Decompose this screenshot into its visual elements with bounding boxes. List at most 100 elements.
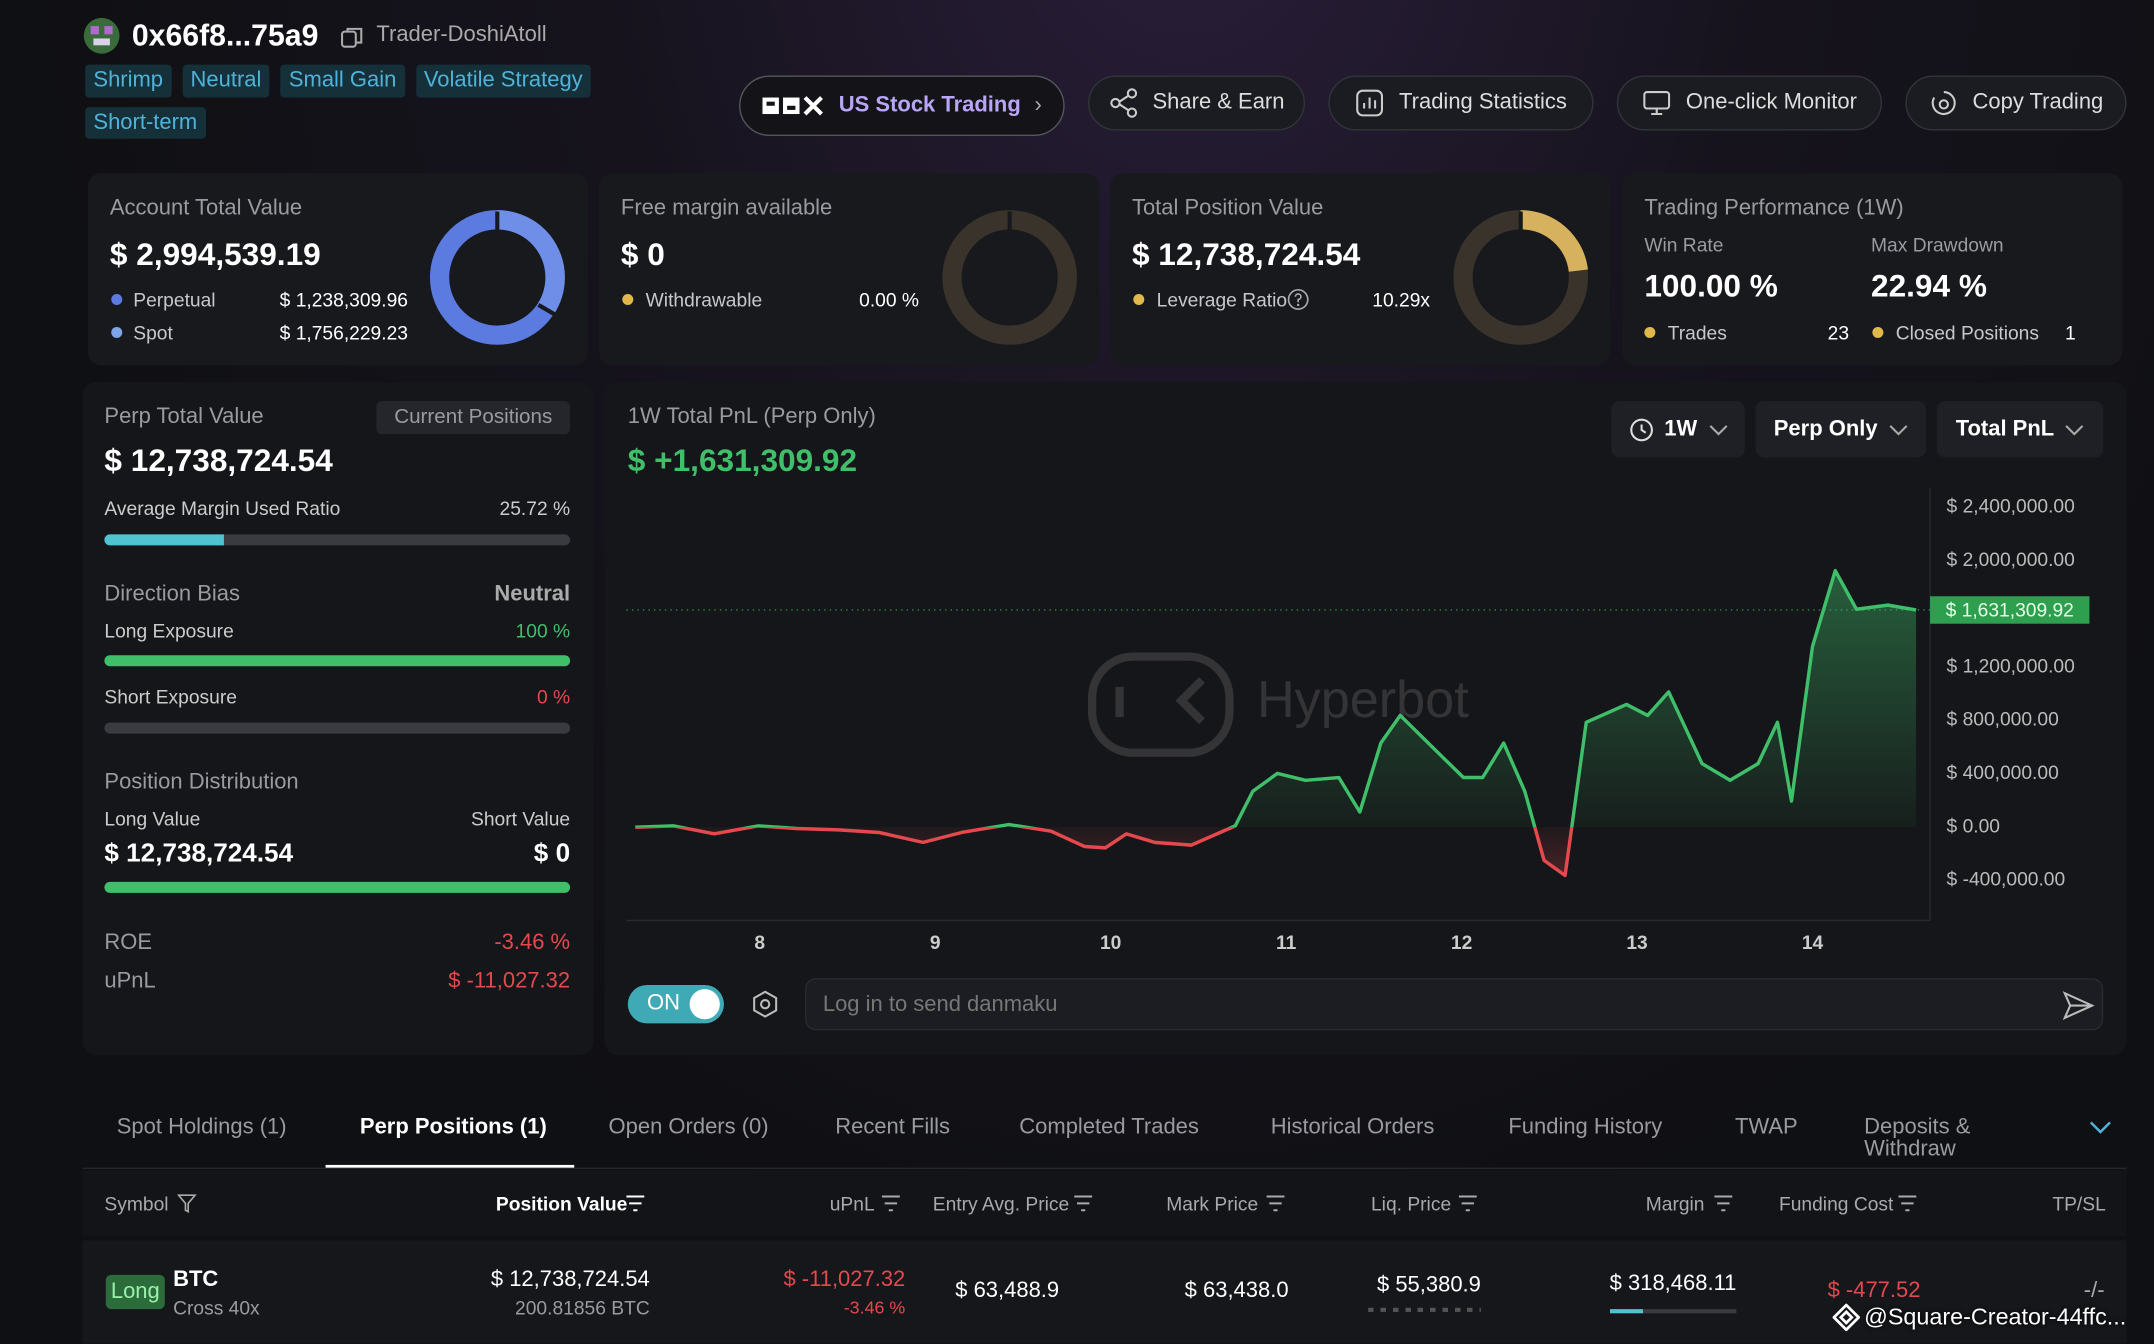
logo <box>761 96 823 116</box>
tab[interactable]: Deposits & Withdraw <box>1864 1116 1971 1161</box>
y-tick-label: $ 1,200,000.00 <box>1947 656 2075 677</box>
us-stock-button[interactable]: US Stock Trading › <box>739 75 1065 136</box>
card-title: Account Total Value <box>109 196 303 220</box>
chart-title: 1W Total PnL (Perp Only) <box>627 405 876 429</box>
bias-value: Neutral <box>494 582 571 606</box>
send-icon[interactable] <box>2062 990 2095 1020</box>
column-header[interactable]: uPnL <box>829 1192 875 1215</box>
watermark: Hyperbot <box>1257 671 1469 729</box>
clock-icon <box>1629 417 1653 441</box>
column-header[interactable]: Entry Avg. Price <box>932 1192 1070 1215</box>
tabs-expand[interactable] <box>2088 1120 2113 1136</box>
column-header[interactable]: Symbol <box>104 1192 169 1215</box>
tab-active[interactable]: Perp Positions (1) <box>359 1115 547 1139</box>
copy-icon[interactable] <box>341 26 363 48</box>
legend-dot <box>111 293 123 305</box>
table-header <box>82 1170 2127 1237</box>
legend-dot <box>622 293 634 305</box>
column-header[interactable]: Funding Cost <box>1778 1192 1894 1215</box>
margin: $ 318,468.11 <box>1609 1272 1737 1296</box>
stat-value: 23 <box>1827 321 1850 344</box>
row-value: $ 1,756,229.23 <box>279 321 408 344</box>
progress-track <box>104 534 571 546</box>
footer-watermark: @Square-Creator-44ffc... <box>1864 1303 2127 1330</box>
stat-value: 1 <box>2064 321 2076 344</box>
watermark-icon <box>1832 1303 1861 1332</box>
monitor-button[interactable]: One-click Monitor <box>1616 75 1883 131</box>
x-tick-label: 11 <box>1276 933 1297 954</box>
mark-price: $ 63,438.0 <box>1184 1278 1289 1303</box>
metric-value: -3.46 % <box>494 931 571 955</box>
toggle-knob <box>689 989 720 1020</box>
address: 0x66f8...75a9 <box>131 17 319 53</box>
card-value: $ 2,994,539.19 <box>109 236 321 272</box>
perp-value: $ 12,738,724.54 <box>104 442 333 479</box>
current-value-box <box>1930 596 2090 624</box>
column-header[interactable]: Mark Price <box>1166 1192 1259 1215</box>
danmaku-input[interactable]: Log in to send danmaku <box>805 978 2104 1031</box>
metric-value: 0 % <box>536 685 571 708</box>
x-tick-label: 8 <box>754 933 765 954</box>
danmaku-toggle[interactable]: ON <box>627 984 724 1024</box>
chevron: › <box>1034 93 1042 117</box>
metric-label: Average Margin Used Ratio <box>104 497 341 520</box>
margin-mode: Cross 40x <box>173 1296 260 1319</box>
column-header[interactable]: TP/SL <box>2052 1192 2106 1215</box>
stat-label: Trades <box>1667 321 1727 344</box>
statistics-button[interactable]: Trading Statistics <box>1328 75 1594 131</box>
avatar <box>83 17 120 54</box>
area-fill <box>635 570 1917 876</box>
card-value: $ 12,738,724.54 <box>1131 236 1361 272</box>
legend-dot <box>1133 293 1145 305</box>
tab[interactable]: Spot Holdings (1) <box>116 1115 287 1139</box>
metric-value: $ -11,027.32 <box>448 969 571 994</box>
metric-label: ROE <box>104 931 153 955</box>
funding-cost: $ -477.52 <box>1827 1278 1921 1303</box>
tab[interactable]: Historical Orders <box>1270 1115 1435 1139</box>
card-value: $ 0 <box>620 236 665 272</box>
positions-tab[interactable]: Current Positions <box>376 401 571 435</box>
y-tick-label: $ -400,000.00 <box>1947 870 2066 891</box>
column-header[interactable]: Position Value <box>495 1192 628 1215</box>
button-label: US Stock Trading <box>838 93 1021 117</box>
icon <box>1643 91 1671 116</box>
metric-label: Short Value <box>471 807 571 830</box>
x-tick-label: 9 <box>930 933 941 954</box>
settings-icon[interactable] <box>750 989 780 1019</box>
filter-icon[interactable] <box>177 1194 197 1213</box>
column-header[interactable]: Margin <box>1645 1192 1705 1215</box>
symbol: BTC <box>173 1267 219 1292</box>
row-label: Withdrawable <box>645 288 763 311</box>
tab[interactable]: Recent Fills <box>835 1115 951 1139</box>
chevron <box>1708 424 1727 435</box>
entry-price: $ 63,488.9 <box>955 1278 1060 1303</box>
metric-dropdown[interactable]: Total PnL <box>1936 401 2104 458</box>
row-value: 10.29x <box>1372 288 1431 311</box>
share-button[interactable]: Share & Earn <box>1087 75 1306 131</box>
tab[interactable]: Open Orders (0) <box>608 1115 769 1139</box>
trader-name: Trader-DoshiAtoll <box>376 23 547 47</box>
liq-price: $ 55,380.9 <box>1376 1273 1481 1297</box>
period-dropdown[interactable]: 1W <box>1611 401 1745 458</box>
row-value: 0.00 % <box>859 288 920 311</box>
tag: Small Gain <box>280 64 405 97</box>
y-tick-label: $ 2,000,000.00 <box>1947 550 2075 571</box>
scope-dropdown[interactable]: Perp Only <box>1755 401 1926 458</box>
help-icon[interactable] <box>1287 288 1309 310</box>
legend-dot <box>1644 326 1656 338</box>
icon <box>1356 89 1384 117</box>
icon <box>1110 88 1138 118</box>
donut <box>942 210 1077 345</box>
column-header[interactable]: Liq. Price <box>1370 1192 1452 1215</box>
tag: Volatile Strategy <box>415 64 591 97</box>
legend-dot <box>1872 326 1884 338</box>
chevron <box>2065 424 2084 435</box>
tab[interactable]: Completed Trades <box>1019 1115 1199 1139</box>
tab[interactable]: TWAP <box>1735 1115 1798 1139</box>
tab[interactable]: Funding History <box>1508 1115 1663 1139</box>
copy-trading-button[interactable]: Copy Trading <box>1905 75 2127 131</box>
tag: Shrimp <box>85 64 172 97</box>
